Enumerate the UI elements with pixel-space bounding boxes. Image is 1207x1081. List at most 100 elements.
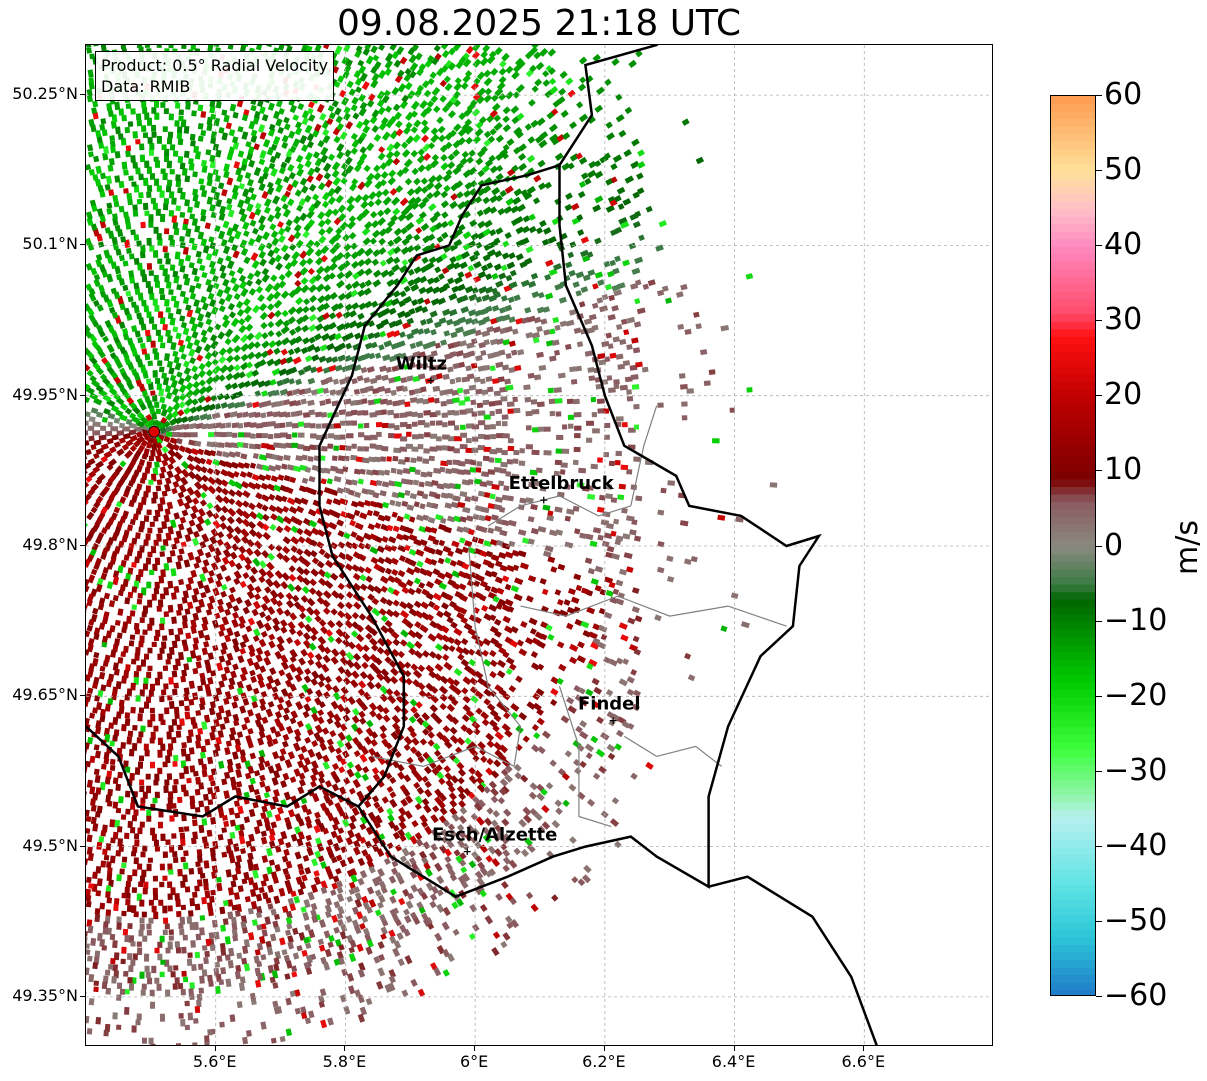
colorbar-band xyxy=(1051,614,1095,623)
colorbar-band xyxy=(1051,644,1095,653)
y-tick-mark xyxy=(80,244,85,246)
y-tick-label: 49.5°N xyxy=(22,835,78,855)
colorbar-band xyxy=(1051,336,1095,345)
radar-velocity-field xyxy=(86,45,778,1045)
colorbar-band xyxy=(1051,508,1095,518)
colorbar-tick-mark xyxy=(1096,170,1102,172)
colorbar-band xyxy=(1051,546,1095,555)
product-label: Product: 0.5° Radial Velocity xyxy=(101,56,329,75)
colorbar-band xyxy=(1051,801,1095,810)
radar-site-marker xyxy=(148,425,161,438)
colorbar-band xyxy=(1051,411,1095,420)
city-label-findel: Findel xyxy=(578,693,641,714)
colorbar-tick-label: 10 xyxy=(1104,452,1143,488)
colorbar-band xyxy=(1051,171,1095,180)
colorbar-band xyxy=(1051,418,1095,427)
colorbar-band xyxy=(1051,749,1095,758)
colorbar-band xyxy=(1051,463,1095,473)
colorbar-band xyxy=(1051,944,1095,953)
colorbar-band xyxy=(1051,186,1095,195)
colorbar-band xyxy=(1051,606,1095,615)
x-tick-label: 6°E xyxy=(459,1052,489,1071)
colorbar-band xyxy=(1051,351,1095,360)
x-tick-label: 6.6°E xyxy=(841,1052,886,1071)
city-marker: + xyxy=(608,714,617,727)
x-tick-mark xyxy=(214,1046,216,1051)
x-tick-label: 5.8°E xyxy=(322,1052,367,1071)
colorbar-tick-label: 50 xyxy=(1104,152,1143,188)
colorbar-band xyxy=(1051,764,1095,773)
y-tick-mark xyxy=(80,845,85,847)
colorbar-band xyxy=(1051,238,1095,247)
colorbar-tick-label: −20 xyxy=(1104,677,1168,713)
colorbar-tick-mark xyxy=(1096,695,1102,697)
city-label-eschalzette: Esch/Alzette xyxy=(432,825,557,846)
colorbar-band xyxy=(1051,629,1095,638)
colorbar-band xyxy=(1051,659,1095,668)
colorbar-band xyxy=(1051,313,1095,322)
colorbar-band xyxy=(1051,734,1095,743)
colorbar-band xyxy=(1051,96,1095,105)
colorbar-band xyxy=(1051,283,1095,292)
colorbar-band xyxy=(1051,771,1095,780)
data-source-label: Data: RMIB xyxy=(101,77,191,96)
colorbar-band xyxy=(1051,321,1095,330)
x-tick-mark xyxy=(474,1046,476,1051)
radar-map[interactable]: +Wiltz+Ettelbruck+Findel+Esch/Alzette xyxy=(86,45,993,1046)
colorbar-band xyxy=(1051,223,1095,232)
product-info-box: Product: 0.5° Radial Velocity Data: RMIB xyxy=(95,51,335,101)
colorbar-band xyxy=(1051,906,1095,916)
colorbar-band xyxy=(1051,516,1095,525)
colorbar-tick-mark xyxy=(1096,320,1102,322)
colorbar-band xyxy=(1051,403,1095,412)
colorbar-tick-label: −10 xyxy=(1104,602,1168,638)
city-marker: + xyxy=(426,374,435,387)
city-label-wiltz: Wiltz xyxy=(396,354,447,375)
colorbar-band xyxy=(1051,794,1095,803)
colorbar-band xyxy=(1051,343,1095,352)
map-frame[interactable]: + Wiltz + Ettelbruck + Findel + Esch/Alzette Pr… xyxy=(85,44,993,1046)
colorbar-band xyxy=(1051,358,1095,367)
colorbar-tick-mark xyxy=(1096,470,1102,472)
colorbar-band xyxy=(1051,891,1095,900)
y-tick-mark xyxy=(80,695,85,697)
colorbar-band xyxy=(1051,846,1095,855)
chart-title: 09.08.2025 21:18 UTC xyxy=(336,3,742,44)
colorbar-band xyxy=(1051,966,1095,976)
colorbar-tick-label: −60 xyxy=(1104,978,1168,1013)
colorbar-band xyxy=(1051,951,1095,961)
colorbar-band xyxy=(1051,111,1095,120)
y-tick-mark xyxy=(80,545,85,546)
colorbar-tick-label: 0 xyxy=(1104,527,1124,563)
colorbar-band xyxy=(1051,786,1095,795)
colorbar-band xyxy=(1051,433,1095,442)
colorbar-band xyxy=(1051,711,1095,720)
colorbar-band xyxy=(1051,388,1095,397)
colorbar-tick-mark xyxy=(1096,770,1102,772)
colorbar-band xyxy=(1051,824,1095,833)
colorbar-band xyxy=(1051,456,1095,465)
colorbar-band xyxy=(1051,569,1095,578)
colorbar-band xyxy=(1051,118,1095,127)
colorbar-band xyxy=(1051,163,1095,172)
colorbar-band xyxy=(1051,156,1095,165)
x-tick-mark xyxy=(733,1046,735,1051)
colorbar-band xyxy=(1051,621,1095,630)
colorbar-band xyxy=(1051,666,1095,675)
canton-boundaries xyxy=(371,405,787,828)
colorbar-band xyxy=(1051,268,1095,277)
colorbar-tick-label: 30 xyxy=(1104,302,1143,338)
y-tick-label: 49.8°N xyxy=(22,535,78,554)
colorbar-tick-mark xyxy=(1096,920,1102,922)
x-tick-mark xyxy=(603,1046,605,1051)
colorbar-band xyxy=(1051,696,1095,705)
colorbar-band xyxy=(1051,126,1095,135)
x-tick-label: 6.2°E xyxy=(582,1052,626,1071)
colorbar-band xyxy=(1051,486,1095,495)
colorbar-band xyxy=(1051,726,1095,735)
colorbar-band xyxy=(1051,816,1095,825)
colorbar-band xyxy=(1051,561,1095,570)
colorbar-band xyxy=(1051,396,1095,405)
colorbar-band xyxy=(1051,719,1095,728)
colorbar-band xyxy=(1051,921,1095,931)
